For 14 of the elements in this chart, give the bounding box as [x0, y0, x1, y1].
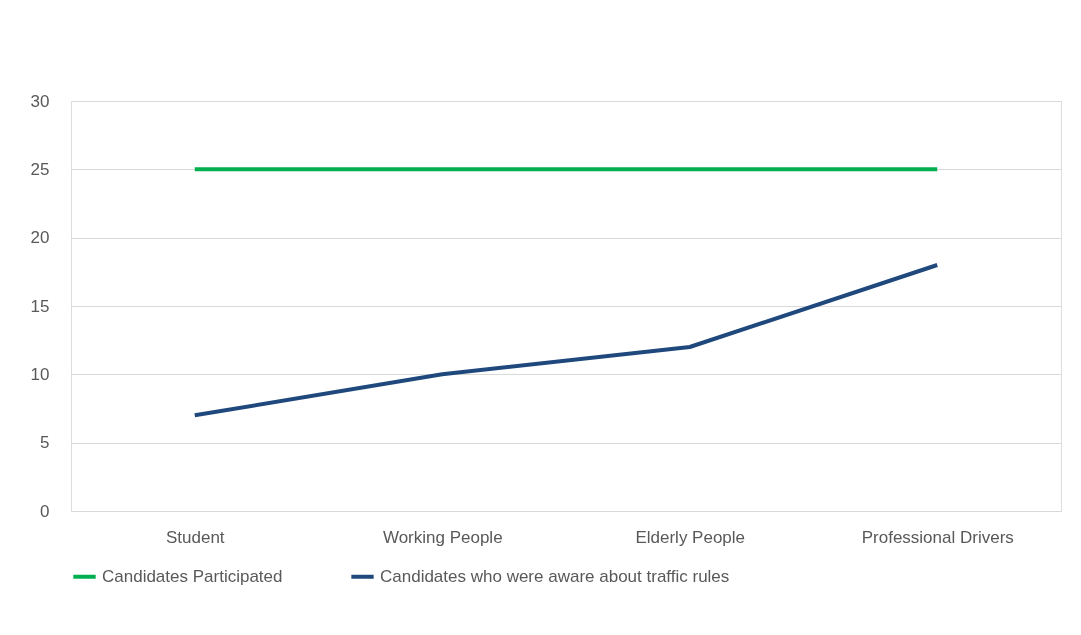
y-tick-label: 0 — [40, 501, 50, 521]
x-tick-label: Elderly People — [635, 527, 746, 547]
x-tick-label: Working People — [382, 527, 503, 547]
legend-label: Candidates Participated — [102, 566, 283, 586]
y-tick-label: 20 — [30, 228, 50, 248]
y-tick-label: 15 — [30, 296, 50, 316]
y-tick-label: 10 — [30, 364, 50, 384]
y-tick-label: 25 — [30, 159, 50, 179]
legend-label: Candidates who were aware about traffic rules — [380, 566, 730, 586]
x-tick-label: Student — [165, 527, 225, 547]
y-tick-label: 30 — [30, 91, 50, 111]
x-tick-label: Professional Drivers — [861, 527, 1014, 547]
y-tick-label: 5 — [40, 433, 50, 453]
line-series — [192, 263, 940, 418]
